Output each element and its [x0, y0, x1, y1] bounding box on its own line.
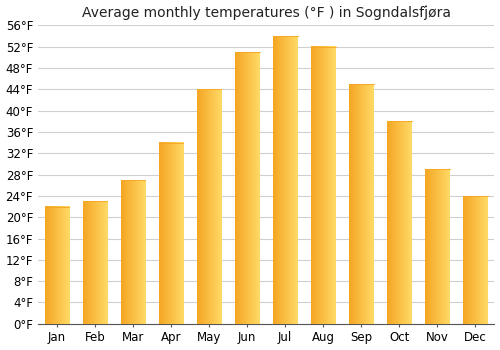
Title: Average monthly temperatures (°F ) in Sogndalsfј́øra: Average monthly temperatures (°F ) in So… [82, 6, 450, 20]
